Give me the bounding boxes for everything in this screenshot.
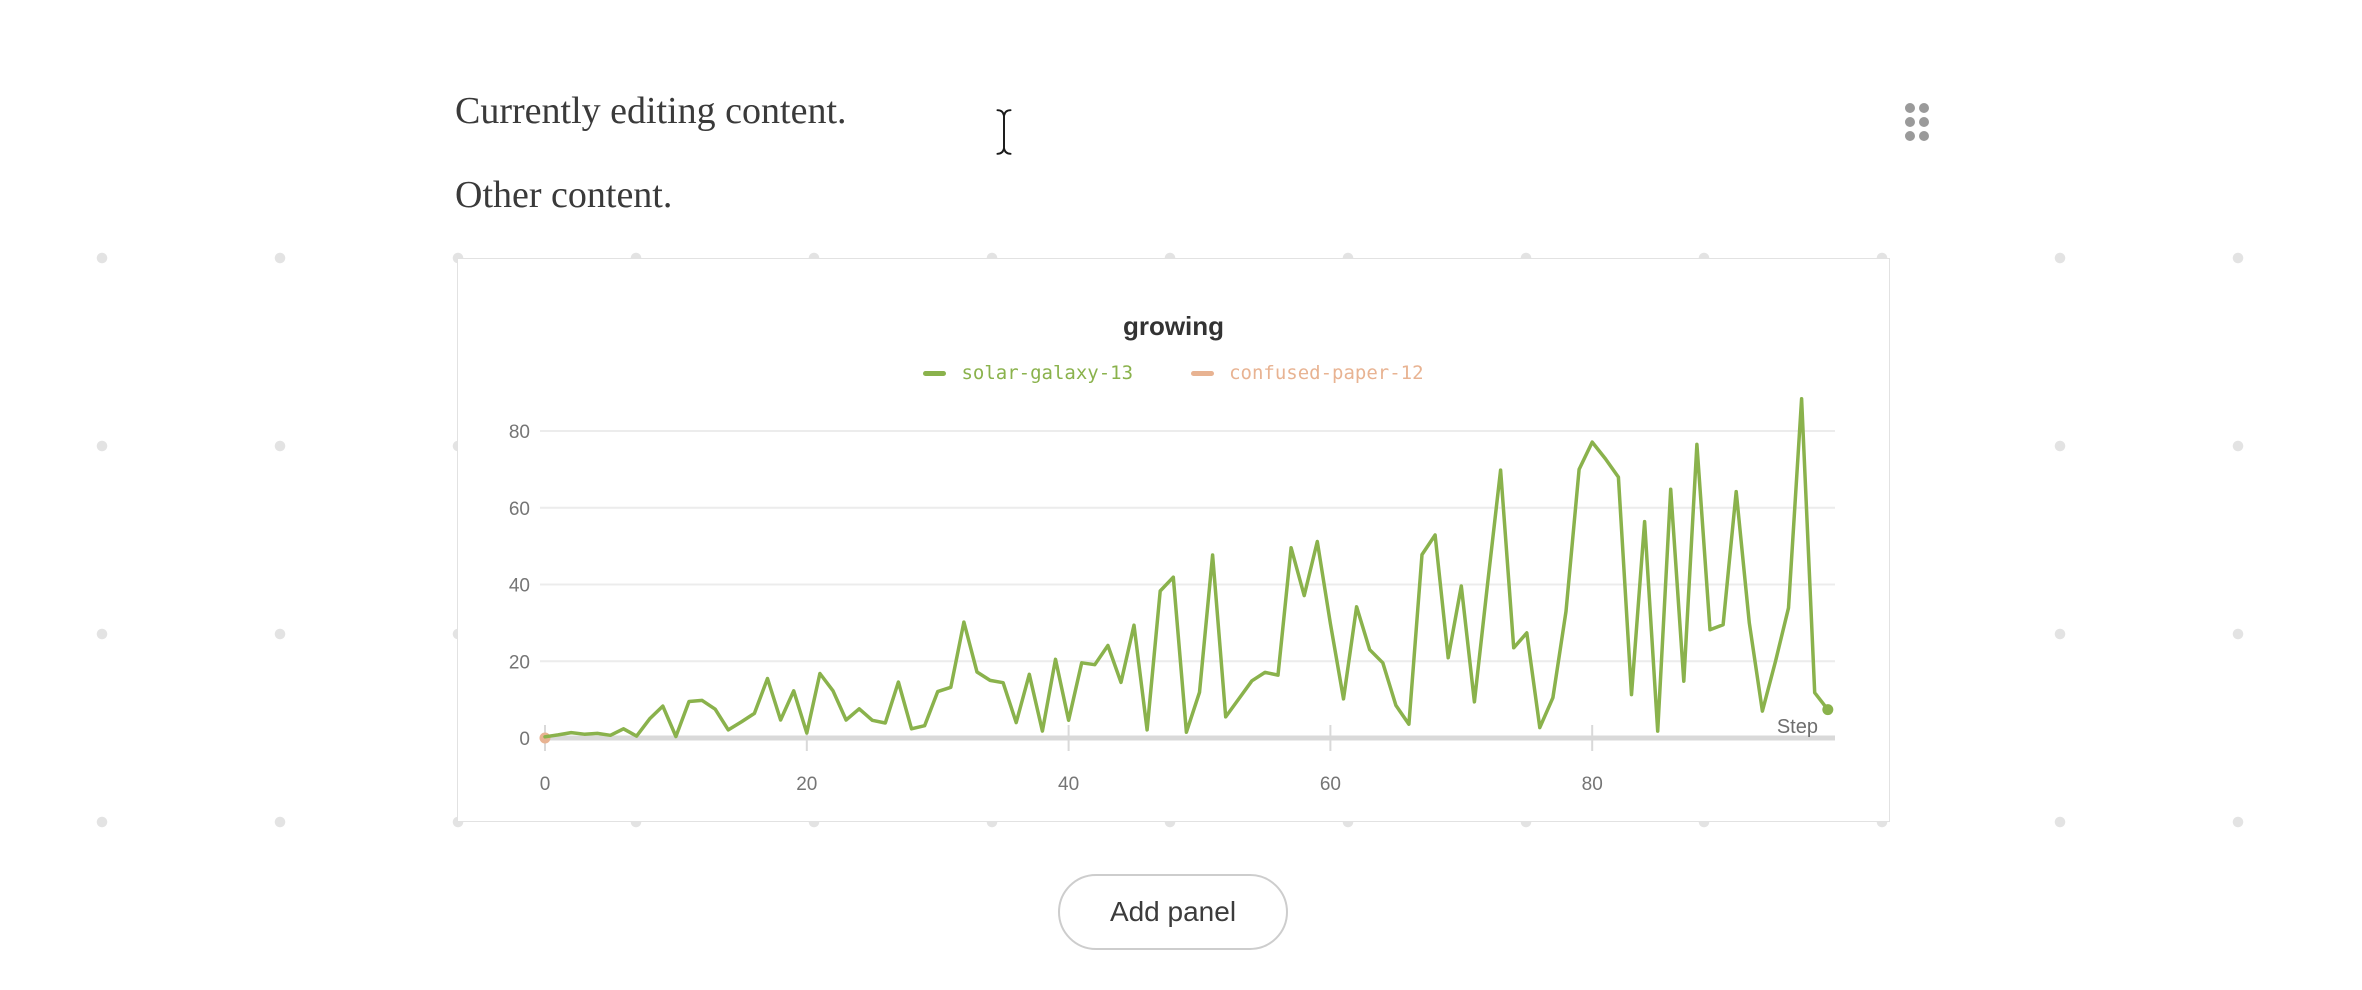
legend-swatch-icon [923, 370, 947, 376]
text-cursor-icon [996, 109, 1012, 155]
chart-legend: solar-galaxy-13 confused-paper-12 [458, 362, 1889, 384]
legend-item-solar-galaxy-13[interactable]: solar-galaxy-13 [923, 362, 1133, 384]
x-tick-label: 60 [1320, 774, 1341, 795]
legend-label: confused-paper-12 [1229, 362, 1424, 384]
chart-panel[interactable]: 0 20 40 60 80 0 20 40 60 80 Step growing solar-gal… [457, 258, 1890, 822]
add-panel-button[interactable]: Add panel [1058, 874, 1288, 950]
series-end-marker-solar-galaxy-13 [1822, 704, 1834, 716]
chart-title: growing [1122, 311, 1225, 341]
y-tick-label: 80 [509, 422, 530, 443]
y-tick-label: 0 [519, 729, 530, 750]
y-tick-label: 20 [509, 652, 530, 673]
x-tick-label: 40 [1058, 774, 1079, 795]
drag-handle-icon[interactable] [1901, 100, 1933, 144]
y-tick-label: 60 [509, 499, 530, 520]
line-chart[interactable]: 0 20 40 60 80 0 20 40 60 80 Step [458, 259, 1889, 821]
x-tick-label: 80 [1582, 774, 1603, 795]
x-tick-label: 20 [796, 774, 817, 795]
legend-swatch-icon [1191, 370, 1215, 376]
report-document-text: Currently editing content. Other content… [455, 88, 847, 256]
x-tick-label: 0 [540, 774, 551, 795]
y-tick-label: 40 [509, 576, 530, 597]
paragraph-editing[interactable]: Currently editing content. [455, 90, 847, 132]
legend-label: solar-galaxy-13 [961, 362, 1134, 384]
x-axis-label: Step [1777, 716, 1818, 738]
series-line-solar-galaxy-13 [543, 397, 1830, 739]
legend-item-confused-paper-12[interactable]: confused-paper-12 [1191, 362, 1424, 384]
